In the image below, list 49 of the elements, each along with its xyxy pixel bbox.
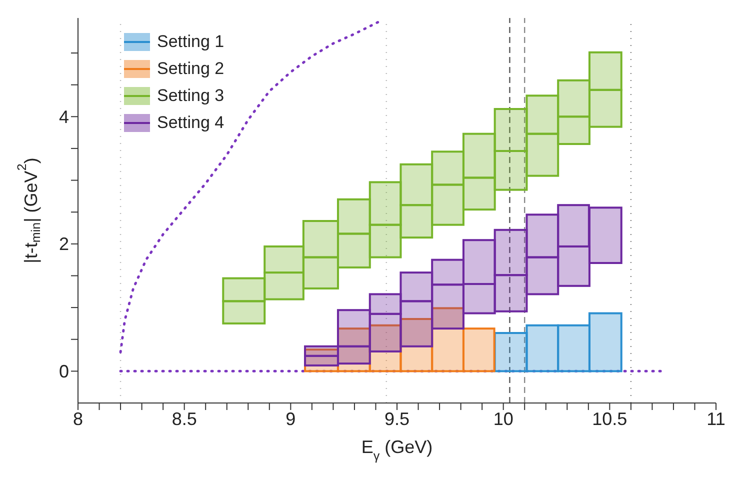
bar bbox=[368, 293, 402, 315]
bar bbox=[368, 224, 402, 258]
legend-label: Setting 2 bbox=[157, 58, 224, 78]
bar bbox=[494, 228, 528, 276]
x-tick-label: 9 bbox=[286, 408, 296, 429]
legend-label: Setting 3 bbox=[157, 86, 224, 106]
bar bbox=[588, 51, 622, 91]
legend-label: Setting 1 bbox=[157, 32, 224, 52]
bar bbox=[526, 132, 560, 177]
x-tick-label: 9.5 bbox=[384, 408, 410, 429]
legend-label: Setting 4 bbox=[157, 112, 224, 132]
bar bbox=[304, 345, 339, 357]
bar bbox=[462, 328, 496, 372]
bar bbox=[588, 88, 622, 128]
bar bbox=[431, 284, 464, 330]
bar bbox=[557, 204, 590, 248]
bar bbox=[400, 163, 434, 206]
bar bbox=[588, 206, 622, 264]
bar bbox=[400, 300, 434, 348]
bar bbox=[494, 108, 528, 152]
x-tick-label: 11 bbox=[706, 408, 726, 429]
bar bbox=[526, 214, 560, 258]
bar bbox=[462, 176, 496, 211]
y-tick-label: 2 bbox=[58, 234, 69, 254]
x-axis-title: E$_{γ}$ (GeV) bbox=[361, 437, 433, 463]
bar bbox=[431, 150, 464, 186]
line-series bbox=[119, 20, 382, 354]
bar bbox=[588, 312, 622, 372]
bar bbox=[462, 283, 496, 314]
bar bbox=[462, 239, 496, 285]
y-tick-label: 0 bbox=[58, 361, 69, 382]
bar bbox=[368, 181, 402, 226]
x-tick-label: 10 bbox=[493, 408, 514, 429]
bar bbox=[462, 132, 496, 179]
x-tick-label: 8.5 bbox=[172, 408, 197, 429]
bar bbox=[557, 324, 590, 372]
bar bbox=[336, 309, 371, 348]
x-tick-label: 8 bbox=[72, 408, 84, 429]
bar bbox=[400, 272, 434, 302]
bar bbox=[526, 324, 560, 372]
bar bbox=[494, 274, 528, 312]
bar bbox=[557, 245, 590, 287]
bar bbox=[336, 198, 371, 235]
bar bbox=[431, 184, 464, 226]
bar bbox=[431, 258, 464, 286]
x-tick-label: 10.5 bbox=[592, 408, 628, 429]
bar bbox=[557, 79, 590, 118]
bar bbox=[526, 94, 560, 135]
y-tick-label: 4 bbox=[58, 106, 69, 127]
